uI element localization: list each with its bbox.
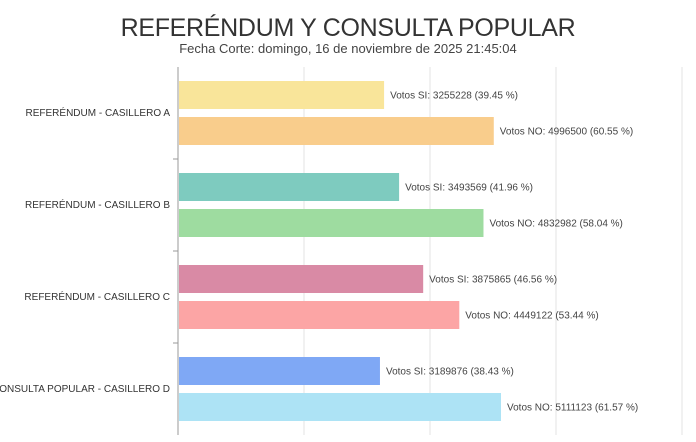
data-label: Votos SI: 3255228 (39.45 %) [390, 91, 518, 102]
data-label: Votos NO: 4996500 (60.55 %) [500, 127, 633, 138]
data-label: Votos NO: 5111123 (61.57 %) [507, 403, 638, 414]
bar-votos-no [179, 393, 502, 421]
chart-title: REFERÉNDUM Y CONSULTA POPULAR [120, 14, 576, 42]
data-label: Votos SI: 3875865 (46.56 %) [429, 275, 557, 286]
category-label: CONSULTA POPULAR - CASILLERO D [0, 384, 170, 395]
bar-votos-si [179, 265, 424, 293]
data-label: Votos NO: 4449122 (53.44 %) [465, 311, 598, 322]
bar-votos-si [179, 357, 380, 385]
category-label: REFERÉNDUM - CASILLERO B [25, 198, 170, 211]
bar-votos-no [179, 209, 484, 237]
category-label: REFERÉNDUM - CASILLERO A [26, 106, 171, 119]
bar-votos-si [179, 173, 400, 201]
data-label: Votos NO: 4832982 (58.04 %) [489, 219, 622, 230]
category-label: REFERÉNDUM - CASILLERO C [24, 290, 170, 303]
bar-votos-no [179, 301, 460, 329]
chart-subtitle: Fecha Corte: domingo, 16 de noviembre de… [179, 41, 517, 56]
data-label: Votos SI: 3493569 (41.96 %) [405, 183, 533, 194]
bar-votos-si [179, 81, 385, 109]
bar-votos-no [179, 117, 494, 145]
data-label: Votos SI: 3189876 (38.43 %) [386, 367, 514, 378]
